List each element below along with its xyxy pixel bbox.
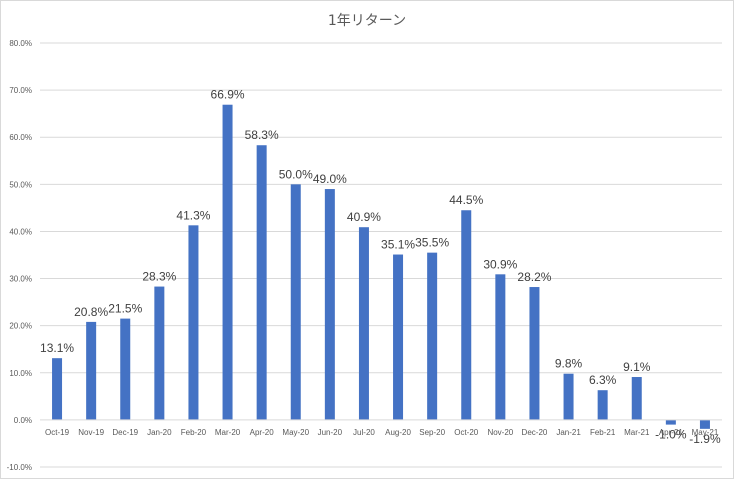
bar-nov-20	[495, 274, 506, 420]
data-label: 58.3%	[245, 128, 279, 142]
bar-apr-20	[256, 145, 267, 420]
bar-jul-20	[358, 227, 369, 420]
x-tick-label: Jun-20	[318, 428, 343, 437]
x-tick-label: May-20	[282, 428, 309, 437]
bar-jun-20	[324, 189, 335, 420]
x-tick-label: Apr-21	[659, 428, 684, 437]
y-tick-label: 80.0%	[9, 39, 32, 48]
x-tick-label: Dec-20	[522, 428, 548, 437]
y-tick-label: -10.0%	[7, 463, 32, 472]
bar-may-20	[290, 184, 301, 420]
data-label: 28.2%	[517, 270, 551, 284]
x-tick-label: Apr-20	[250, 428, 275, 437]
bar-dec-19	[120, 318, 131, 420]
data-label: -1.0%	[655, 428, 687, 442]
bar-may-21	[699, 419, 710, 429]
x-tick-label: Jan-21	[556, 428, 581, 437]
data-label: 40.9%	[347, 210, 381, 224]
x-tick-label: Nov-19	[78, 428, 104, 437]
x-tick-label: Feb-21	[590, 428, 616, 437]
x-tick-label: Mar-20	[215, 428, 241, 437]
x-tick-label: Jul-20	[353, 428, 375, 437]
bar-oct-19	[52, 358, 63, 420]
data-label: 50.0%	[279, 167, 313, 181]
y-tick-label: 70.0%	[9, 86, 32, 95]
x-tick-label: Jan-20	[147, 428, 172, 437]
y-tick-label: 10.0%	[9, 369, 32, 378]
data-label: 66.9%	[211, 88, 245, 102]
bar-jan-21	[563, 373, 574, 420]
y-tick-label: 50.0%	[9, 180, 32, 189]
data-label: 30.9%	[483, 257, 517, 271]
bar-mar-21	[631, 377, 642, 420]
x-tick-label: Mar-21	[624, 428, 650, 437]
bar-feb-20	[188, 225, 199, 420]
bar-aug-20	[393, 254, 404, 420]
data-label: 21.5%	[108, 302, 142, 316]
gridlines	[40, 42, 722, 468]
x-tick-label: May-21	[692, 428, 719, 437]
data-label: 9.1%	[623, 360, 651, 374]
data-label: -1.9%	[689, 432, 721, 446]
data-labels: 13.1% 20.8% 21.5% 28.3% 41.3% 66.9% 58.3% 50.0%…	[40, 88, 721, 446]
data-label: 20.8%	[74, 305, 108, 319]
y-tick-label: 0.0%	[14, 416, 32, 425]
data-label: 44.5%	[449, 193, 483, 207]
bar-apr-21	[665, 419, 676, 425]
bar-nov-19	[86, 321, 97, 420]
x-tick-label: Oct-19	[45, 428, 70, 437]
bar-feb-21	[597, 390, 608, 420]
data-label: 6.3%	[589, 373, 617, 387]
data-label: 13.1%	[40, 341, 74, 355]
bars	[52, 104, 710, 429]
data-label: 49.0%	[313, 172, 347, 186]
y-tick-label: 20.0%	[9, 322, 32, 331]
x-tick-label: Dec-19	[112, 428, 138, 437]
data-label: 41.3%	[176, 208, 210, 222]
bar-dec-20	[529, 287, 540, 420]
y-tick-label: 30.0%	[9, 275, 32, 284]
data-label: 9.8%	[555, 357, 583, 371]
x-tick-label: Oct-20	[454, 428, 479, 437]
data-label: 35.5%	[415, 236, 449, 250]
y-tick-label: 60.0%	[9, 133, 32, 142]
data-label: 28.3%	[142, 270, 176, 284]
bar-jan-20	[154, 286, 165, 420]
bar-mar-20	[222, 104, 233, 420]
data-label: 35.1%	[381, 238, 415, 252]
x-tick-label: Nov-20	[487, 428, 513, 437]
chart-title: 1年リターン	[327, 13, 407, 29]
x-axis-categories: Oct-19 Nov-19 Dec-19 Jan-20 Feb-20 Mar-20 Apr-…	[45, 428, 719, 437]
x-tick-label: Feb-20	[181, 428, 207, 437]
x-tick-label: Sep-20	[419, 428, 445, 437]
x-tick-label: Aug-20	[385, 428, 411, 437]
bar-sep-20	[427, 252, 438, 420]
y-tick-label: 40.0%	[9, 227, 32, 236]
y-axis-ticks: -10.0% 0.0% 10.0% 20.0% 30.0% 40.0% 50.0% 60.0%…	[7, 39, 32, 472]
bar-oct-20	[461, 210, 472, 420]
